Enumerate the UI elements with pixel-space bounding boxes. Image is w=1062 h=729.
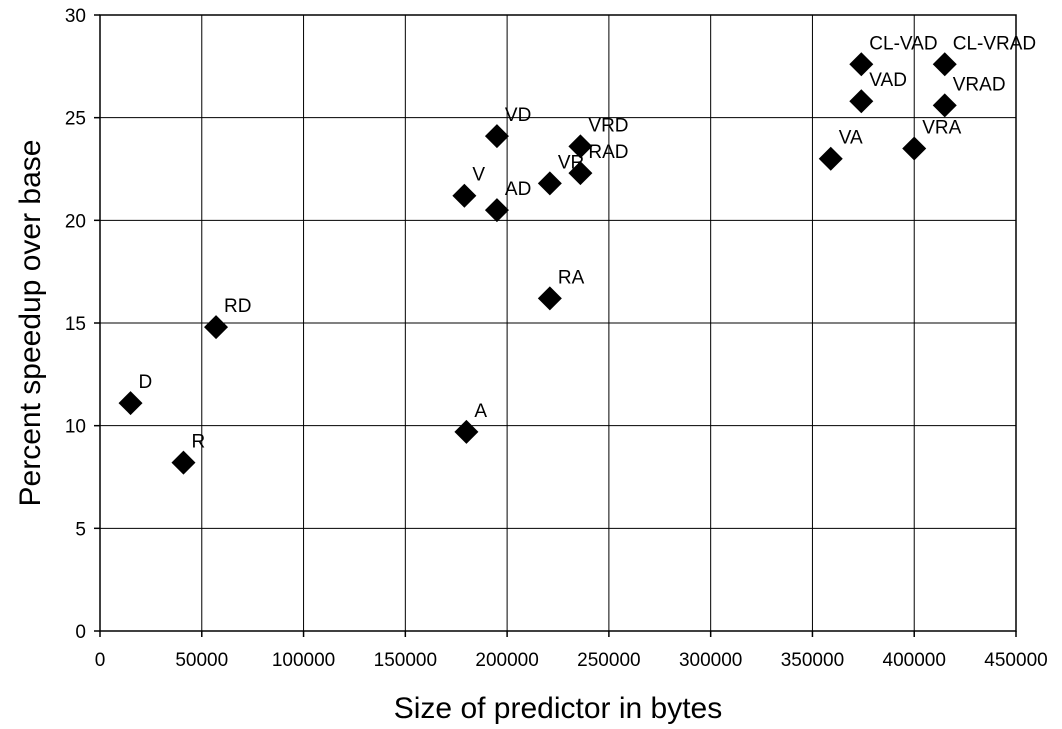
x-tick-label: 50000 <box>175 650 228 671</box>
x-tick-label: 400000 <box>883 650 946 671</box>
diamond-marker <box>452 183 477 208</box>
y-axis-label: Percent speedup over base <box>14 140 47 507</box>
x-tick-label: 300000 <box>679 650 742 671</box>
point-label: CL-VRAD <box>953 33 1036 54</box>
x-tick-label: 0 <box>95 650 106 671</box>
point-label: VAD <box>869 70 907 91</box>
diamond-marker <box>537 171 562 196</box>
point-label: VD <box>505 105 531 126</box>
data-point-vad: VAD <box>849 70 907 114</box>
data-point-cl-vrad: CL-VRAD <box>932 33 1036 77</box>
x-tick-label: 200000 <box>475 650 538 671</box>
diamond-marker <box>568 134 593 159</box>
diamond-marker <box>171 450 196 475</box>
x-tick-label: 250000 <box>577 650 640 671</box>
data-point-r: R <box>171 432 205 475</box>
y-tick-label: 0 <box>75 622 86 643</box>
point-label: VRD <box>588 115 628 136</box>
data-point-rad: RAD <box>568 142 629 186</box>
diamond-marker <box>932 93 957 118</box>
point-label: V <box>472 165 485 186</box>
data-point-vd: VD <box>484 105 531 149</box>
diamond-marker <box>849 52 874 77</box>
diamond-marker <box>484 198 509 223</box>
point-label: A <box>474 401 487 422</box>
x-axis-ticks: 0 50000 100000 150000 200000 250000 300000 3500… <box>95 631 1048 671</box>
point-label: VA <box>839 128 863 149</box>
data-point-va: VA <box>818 128 863 171</box>
data-point-vrad: VRAD <box>932 74 1006 118</box>
data-point-v: V <box>452 165 485 208</box>
y-tick-label: 20 <box>65 211 86 232</box>
data-point-a: A <box>454 401 487 444</box>
point-label: R <box>191 432 205 453</box>
y-tick-label: 10 <box>65 417 86 438</box>
diamond-marker <box>818 146 843 171</box>
diamond-marker <box>568 161 593 186</box>
data-point-rd: RD <box>204 296 251 340</box>
point-label: CL-VAD <box>869 33 937 54</box>
y-tick-label: 25 <box>65 109 86 130</box>
data-point-ad: AD <box>484 179 531 223</box>
data-point-cl-vad: CL-VAD <box>849 33 938 77</box>
diamond-marker <box>537 286 562 311</box>
x-tick-label: 150000 <box>374 650 437 671</box>
point-label: D <box>139 372 153 393</box>
data-point-ra: RA <box>537 267 585 311</box>
x-tick-label: 350000 <box>781 650 844 671</box>
diamond-marker <box>204 315 229 340</box>
x-tick-label: 100000 <box>272 650 335 671</box>
point-label: RAD <box>588 142 628 163</box>
data-point-vrd: VRD <box>568 115 629 159</box>
diamond-marker <box>902 136 927 161</box>
y-tick-label: 5 <box>75 519 86 540</box>
diamond-marker <box>484 124 509 149</box>
diamond-marker <box>932 52 957 77</box>
point-label: RA <box>558 267 585 288</box>
point-label: VRA <box>922 117 961 138</box>
point-label: RD <box>224 296 251 317</box>
y-tick-label: 15 <box>65 314 86 335</box>
point-label: VRAD <box>953 74 1006 95</box>
diamond-marker <box>118 391 143 416</box>
data-point-d: D <box>118 372 153 416</box>
x-tick-label: 450000 <box>984 650 1047 671</box>
data-point-vra: VRA <box>902 117 962 161</box>
point-label: AD <box>505 179 531 200</box>
y-tick-label: 30 <box>65 6 86 27</box>
y-axis-ticks: 0 5 10 15 20 25 30 <box>65 6 100 643</box>
diamond-marker <box>454 419 479 444</box>
grid-lines <box>99 14 1017 632</box>
x-axis-label: Size of predictor in bytes <box>394 692 723 725</box>
diamond-marker <box>849 89 874 114</box>
